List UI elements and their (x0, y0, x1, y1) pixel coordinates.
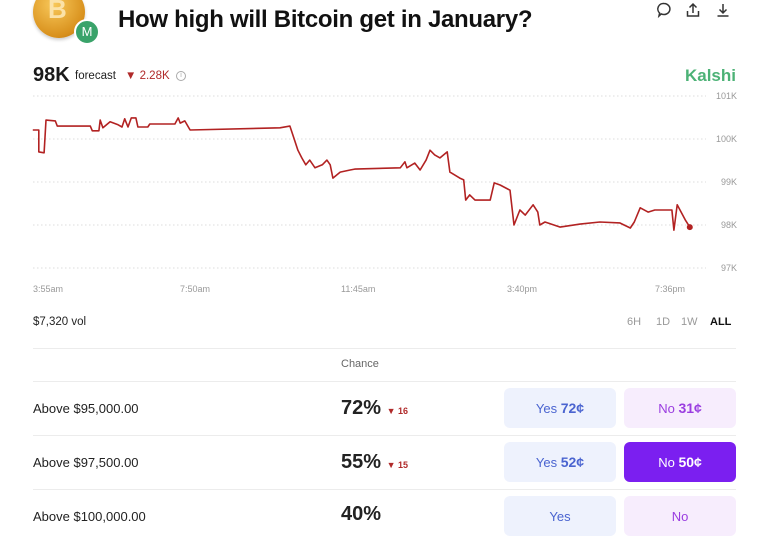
y-tick-label: 97K (721, 263, 737, 273)
range-6h[interactable]: 6H (627, 316, 641, 328)
divider (33, 435, 736, 436)
y-tick-label: 101K (716, 91, 737, 101)
buy-no-button[interactable]: No 50¢ (624, 442, 736, 482)
row-chance: 72% ▼ 16 (341, 397, 408, 420)
buy-yes-button[interactable]: Yes 72¢ (504, 388, 616, 428)
buy-no-button[interactable]: No (624, 496, 736, 536)
price-chart (0, 0, 768, 300)
x-tick-label: 7:50am (180, 284, 210, 294)
x-tick-label: 3:55am (33, 284, 63, 294)
range-1w[interactable]: 1W (681, 316, 698, 328)
chance-header: Chance (341, 358, 379, 370)
delta-down: ▼ 15 (387, 460, 408, 470)
delta-down: ▼ 16 (387, 406, 408, 416)
divider (33, 489, 736, 490)
y-tick-label: 100K (716, 134, 737, 144)
current-point-marker (687, 224, 693, 230)
x-tick-label: 3:40pm (507, 284, 537, 294)
x-tick-label: 7:36pm (655, 284, 685, 294)
y-tick-label: 99K (721, 177, 737, 187)
divider (33, 381, 736, 382)
buy-yes-button[interactable]: Yes (504, 496, 616, 536)
row-label: Above $95,000.00 (33, 401, 139, 416)
x-tick-label: 11:45am (341, 284, 375, 294)
divider (33, 348, 736, 349)
volume: $7,320 vol (33, 316, 86, 328)
row-label: Above $100,000.00 (33, 509, 146, 524)
buy-yes-button[interactable]: Yes 52¢ (504, 442, 616, 482)
row-chance: 40% (341, 503, 381, 526)
range-1d[interactable]: 1D (656, 316, 670, 328)
y-tick-label: 98K (721, 220, 737, 230)
row-label: Above $97,500.00 (33, 455, 139, 470)
buy-no-button[interactable]: No 31¢ (624, 388, 736, 428)
range-all[interactable]: ALL (710, 316, 731, 328)
row-chance: 55% ▼ 15 (341, 451, 408, 474)
forecast-line (33, 118, 690, 230)
